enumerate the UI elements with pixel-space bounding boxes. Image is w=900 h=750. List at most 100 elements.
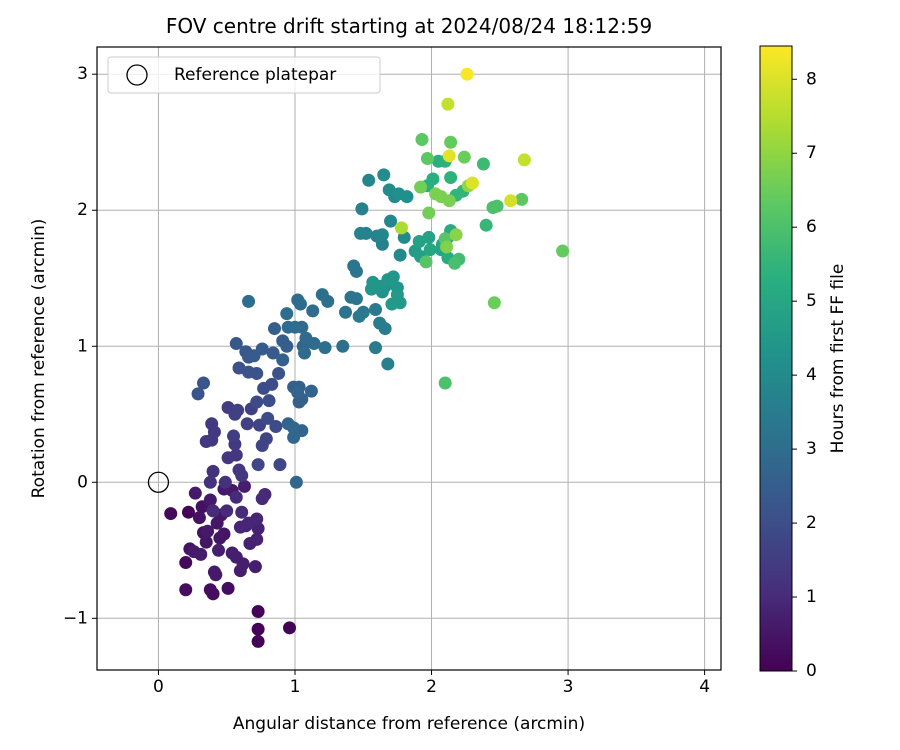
- legend: Reference platepar: [107, 56, 381, 94]
- data-point: [479, 218, 493, 232]
- data-point: [390, 288, 404, 302]
- y-tick-label: 3: [77, 64, 88, 84]
- data-point: [203, 583, 217, 597]
- data-point: [250, 395, 264, 409]
- data-point: [400, 190, 414, 204]
- data-point: [517, 153, 531, 167]
- data-point: [242, 294, 256, 308]
- colorbar: 0 1 2 3 4 5 6 7 8 Hours from first FF file: [759, 45, 848, 681]
- data-point: [515, 192, 529, 206]
- data-point: [449, 228, 463, 242]
- data-point: [465, 176, 479, 190]
- data-point: [318, 341, 332, 355]
- data-point: [235, 505, 249, 519]
- data-point: [289, 475, 303, 489]
- data-point: [225, 546, 239, 560]
- data-point: [265, 377, 279, 391]
- data-point: [268, 322, 282, 336]
- data-point: [206, 464, 220, 478]
- data-point: [384, 214, 398, 228]
- data-point: [490, 199, 504, 213]
- data-point: [179, 583, 193, 597]
- data-point: [250, 512, 264, 526]
- data-point: [255, 342, 269, 356]
- data-point: [197, 376, 211, 390]
- axes: 0 1 2 3 4 −1 0 1 2 3: [63, 46, 722, 697]
- data-point: [250, 532, 264, 546]
- reference-layer: [147, 471, 170, 493]
- data-point: [217, 527, 231, 541]
- plot-area: 0 1 2 3 4 −1 0 1 2 3 Reference platepar: [63, 46, 722, 697]
- data-point: [206, 504, 220, 518]
- data-point: [229, 448, 243, 462]
- data-point: [448, 256, 462, 270]
- scatter-points: [164, 67, 570, 648]
- data-point: [298, 346, 312, 360]
- data-point: [229, 490, 243, 504]
- data-point: [287, 421, 301, 435]
- data-point: [422, 206, 436, 220]
- data-point: [321, 294, 335, 308]
- data-point: [419, 255, 433, 269]
- y-tick-label: 2: [77, 200, 88, 220]
- data-point: [307, 337, 321, 351]
- data-point: [414, 180, 428, 194]
- data-point: [191, 387, 205, 401]
- data-point: [394, 221, 408, 235]
- data-point: [339, 305, 353, 319]
- data-point: [381, 357, 395, 371]
- data-point: [476, 157, 490, 171]
- data-point: [207, 425, 221, 439]
- data-point: [444, 135, 458, 149]
- data-point: [420, 152, 434, 166]
- colorbar-tick-label: 2: [806, 513, 817, 533]
- y-tick-label: 1: [77, 336, 88, 356]
- legend-marker: [126, 64, 148, 86]
- data-point: [203, 493, 217, 507]
- x-tick-label: 2: [426, 677, 437, 697]
- data-point: [251, 458, 265, 472]
- reference-marker: [147, 471, 170, 493]
- data-point: [280, 339, 294, 353]
- data-point: [266, 346, 280, 360]
- colorbar-tick-label: 4: [806, 365, 817, 385]
- data-point: [440, 240, 454, 254]
- data-point: [269, 420, 283, 434]
- colorbar-tick-label: 7: [806, 143, 817, 163]
- data-point: [221, 581, 235, 595]
- data-point: [276, 353, 290, 367]
- data-point: [442, 149, 456, 163]
- data-point: [306, 304, 320, 318]
- colorbar-tick-label: 3: [806, 439, 817, 459]
- data-point: [237, 479, 251, 493]
- axes-frame: [96, 46, 722, 671]
- data-point: [283, 621, 297, 635]
- data-point: [251, 634, 265, 648]
- data-point: [442, 194, 456, 208]
- x-tick-label: 4: [699, 677, 710, 697]
- data-point: [336, 339, 350, 353]
- colorbar-tick-label: 5: [806, 291, 817, 311]
- data-point: [272, 366, 286, 380]
- data-point: [352, 309, 366, 323]
- x-tick-label: 3: [563, 677, 574, 697]
- data-point: [273, 458, 287, 472]
- legend-box: [107, 56, 381, 94]
- data-point: [441, 97, 455, 111]
- data-point: [258, 488, 272, 502]
- data-point: [355, 202, 369, 216]
- data-point: [179, 556, 193, 570]
- data-point: [422, 230, 436, 244]
- colorbar-gradient: [759, 45, 793, 672]
- y-tick-label: −1: [63, 608, 88, 628]
- data-point: [280, 307, 294, 321]
- data-point: [203, 475, 217, 489]
- data-point: [287, 430, 301, 444]
- data-point: [504, 194, 518, 208]
- data-point: [251, 522, 265, 536]
- data-point: [349, 292, 363, 306]
- data-point: [426, 172, 440, 186]
- data-point: [261, 411, 275, 425]
